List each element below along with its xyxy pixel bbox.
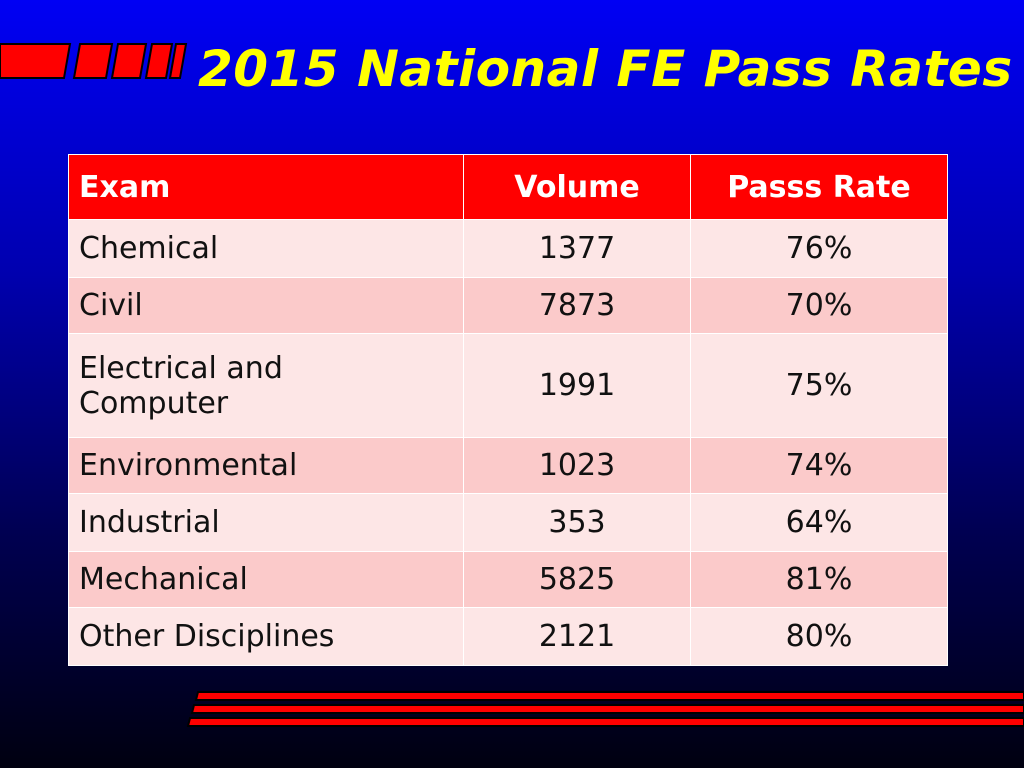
table-cell: Industrial [68, 493, 464, 552]
table-cell: 64% [690, 493, 948, 552]
table-cell: Civil [68, 277, 464, 334]
table-cell: 70% [690, 277, 948, 334]
table-row: Mechanical 5825 81% [68, 551, 948, 608]
table-row: Civil 7873 70% [68, 277, 948, 334]
stripe [190, 704, 1024, 714]
stripe [72, 43, 114, 79]
table-row: Electrical and Computer 1991 75% [68, 333, 948, 438]
column-header: Exam [68, 154, 464, 220]
table-cell: 81% [690, 551, 948, 608]
stripe [168, 43, 188, 79]
table-cell: 75% [690, 333, 948, 438]
stripe [194, 691, 1024, 701]
stripe [144, 43, 174, 79]
table-cell: Chemical [68, 219, 464, 278]
table-cell: Electrical and Computer [68, 333, 464, 438]
table-cell: Other Disciplines [68, 607, 464, 666]
table-cell: Environmental [68, 437, 464, 494]
column-header: Volume [463, 154, 691, 220]
table-cell: Mechanical [68, 551, 464, 608]
pass-rate-table: Exam Volume Passs Rate Chemical 1377 76% Civi… [68, 154, 948, 666]
table-cell: 1991 [463, 333, 691, 438]
table-cell: 74% [690, 437, 948, 494]
stripe [0, 43, 72, 79]
table-cell: 5825 [463, 551, 691, 608]
table-body: Chemical 1377 76% Civil 7873 70% Electrical an… [68, 219, 948, 666]
table-cell: 2121 [463, 607, 691, 666]
table-row: Environmental 1023 74% [68, 437, 948, 494]
table-cell: 1023 [463, 437, 691, 494]
table-cell: 1377 [463, 219, 691, 278]
header-row: Exam Volume Passs Rate [68, 154, 948, 220]
stripe [186, 717, 1024, 727]
table-cell: 80% [690, 607, 948, 666]
table-cell: 76% [690, 219, 948, 278]
stripe [110, 43, 148, 79]
table-row: Chemical 1377 76% [68, 219, 948, 278]
slide-title: 2015 National FE Pass Rates [198, 40, 1013, 98]
column-header: Passs Rate [690, 154, 948, 220]
table-cell: 353 [463, 493, 691, 552]
table-cell: 7873 [463, 277, 691, 334]
table-row: Industrial 353 64% [68, 493, 948, 552]
table-row: Other Disciplines 2121 80% [68, 607, 948, 666]
